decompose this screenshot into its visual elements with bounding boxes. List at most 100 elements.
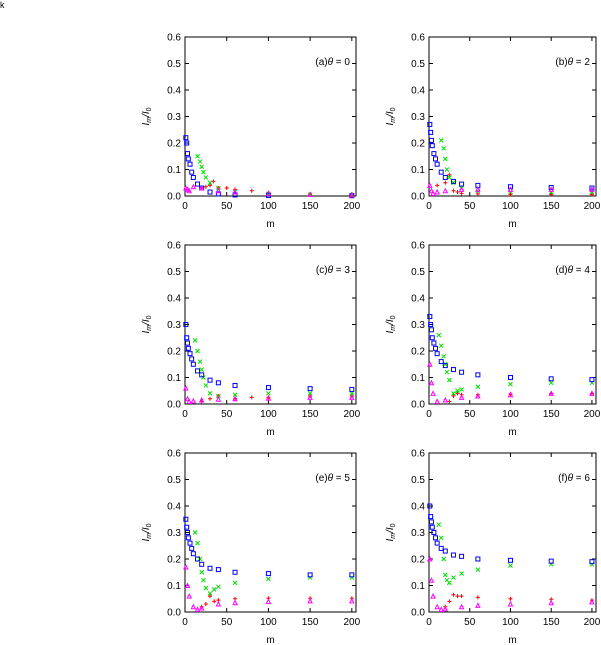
data-point (200, 169, 206, 175)
data-point (441, 145, 447, 151)
series-plus (199, 179, 354, 197)
data-point (427, 361, 433, 367)
data-point (507, 557, 513, 563)
data-point (442, 572, 448, 578)
y-tick-label: 0.0 (167, 608, 181, 619)
data-point (187, 351, 193, 357)
x-axis-label: m (266, 219, 274, 230)
data-point (475, 556, 481, 562)
data-point (307, 394, 313, 400)
data-point (444, 369, 450, 375)
x-tick-label: 0 (182, 201, 188, 212)
data-point (207, 180, 213, 186)
series-cross (436, 332, 595, 396)
series-plus (199, 594, 354, 609)
data-point (207, 377, 213, 383)
series-cross (438, 137, 595, 195)
series-cross (192, 338, 355, 399)
data-point (189, 356, 195, 362)
data-point (442, 156, 448, 162)
data-point (185, 340, 191, 346)
series-square (427, 503, 595, 565)
x-tick-label: 100 (502, 201, 519, 212)
data-point (548, 380, 554, 386)
data-point (548, 599, 555, 606)
x-tick-label: 150 (302, 409, 319, 420)
data-point (450, 552, 456, 558)
data-point (589, 377, 595, 383)
data-point (427, 503, 433, 509)
series-square (183, 516, 355, 578)
data-point (508, 192, 513, 197)
data-point (198, 604, 205, 611)
data-point (207, 391, 213, 396)
data-point (265, 571, 271, 577)
data-point (589, 561, 595, 567)
series-plus (443, 592, 594, 609)
data-point (265, 190, 272, 196)
data-point (429, 524, 435, 530)
y-tick-label: 0.6 (411, 449, 425, 460)
data-point (589, 559, 595, 565)
data-point (475, 567, 481, 572)
data-point (307, 386, 313, 392)
y-tick-label: 0.4 (167, 294, 181, 305)
y-tick-label: 0.4 (411, 86, 425, 97)
y-tick-label: 0.1 (411, 165, 425, 176)
data-point (199, 561, 205, 567)
data-point (475, 392, 481, 399)
data-point (475, 595, 480, 600)
data-point (433, 345, 439, 351)
data-point (451, 180, 456, 186)
data-point (459, 553, 465, 559)
data-point (185, 535, 191, 541)
data-point (427, 555, 433, 562)
data-point (215, 567, 221, 573)
data-point (215, 380, 221, 386)
data-point (447, 599, 452, 604)
panel-a: 0.0 0.1 0.2 0.3 0.4 0.5 0.6 0 50 100 150 200 m Im/I0 (… (141, 33, 361, 231)
data-point (458, 394, 465, 400)
data-point (195, 368, 201, 374)
data-point (199, 569, 205, 575)
data-point (185, 156, 191, 162)
data-point (589, 598, 595, 605)
data-point (207, 565, 213, 571)
data-point (183, 135, 189, 141)
data-point (194, 606, 201, 612)
data-point (198, 184, 205, 191)
x-axis-label: m (266, 635, 274, 645)
data-point (200, 577, 206, 583)
data-point (203, 602, 208, 607)
data-point (438, 137, 444, 143)
data-point (224, 186, 229, 191)
data-point (442, 174, 448, 180)
data-point (265, 598, 272, 604)
data-point (307, 597, 313, 604)
data-point (430, 592, 436, 599)
data-point (200, 375, 206, 380)
data-point (438, 169, 444, 175)
data-point (216, 393, 221, 399)
y-tick-label: 0.1 (411, 373, 425, 384)
data-point (429, 143, 435, 149)
series-square (183, 135, 355, 199)
x-tick-label: 150 (302, 617, 319, 628)
data-point (428, 129, 434, 135)
data-point (589, 186, 595, 192)
data-point (197, 359, 203, 364)
data-point (349, 386, 355, 392)
series-plus (435, 172, 594, 197)
data-point (349, 572, 355, 578)
corner-mark: k (0, 0, 5, 10)
data-point (249, 188, 254, 193)
y-tick-label: 0.5 (167, 267, 181, 278)
data-point (548, 185, 554, 191)
data-point (349, 575, 355, 580)
data-point (199, 164, 205, 170)
data-point (442, 187, 449, 194)
data-point (195, 556, 201, 562)
y-tick-label: 0.2 (411, 555, 425, 566)
panel-f: 0.0 0.1 0.2 0.3 0.4 0.5 0.6 0 50 100 150 200 m Im/I0 (… (385, 449, 601, 645)
x-tick-label: 0 (182, 617, 188, 628)
